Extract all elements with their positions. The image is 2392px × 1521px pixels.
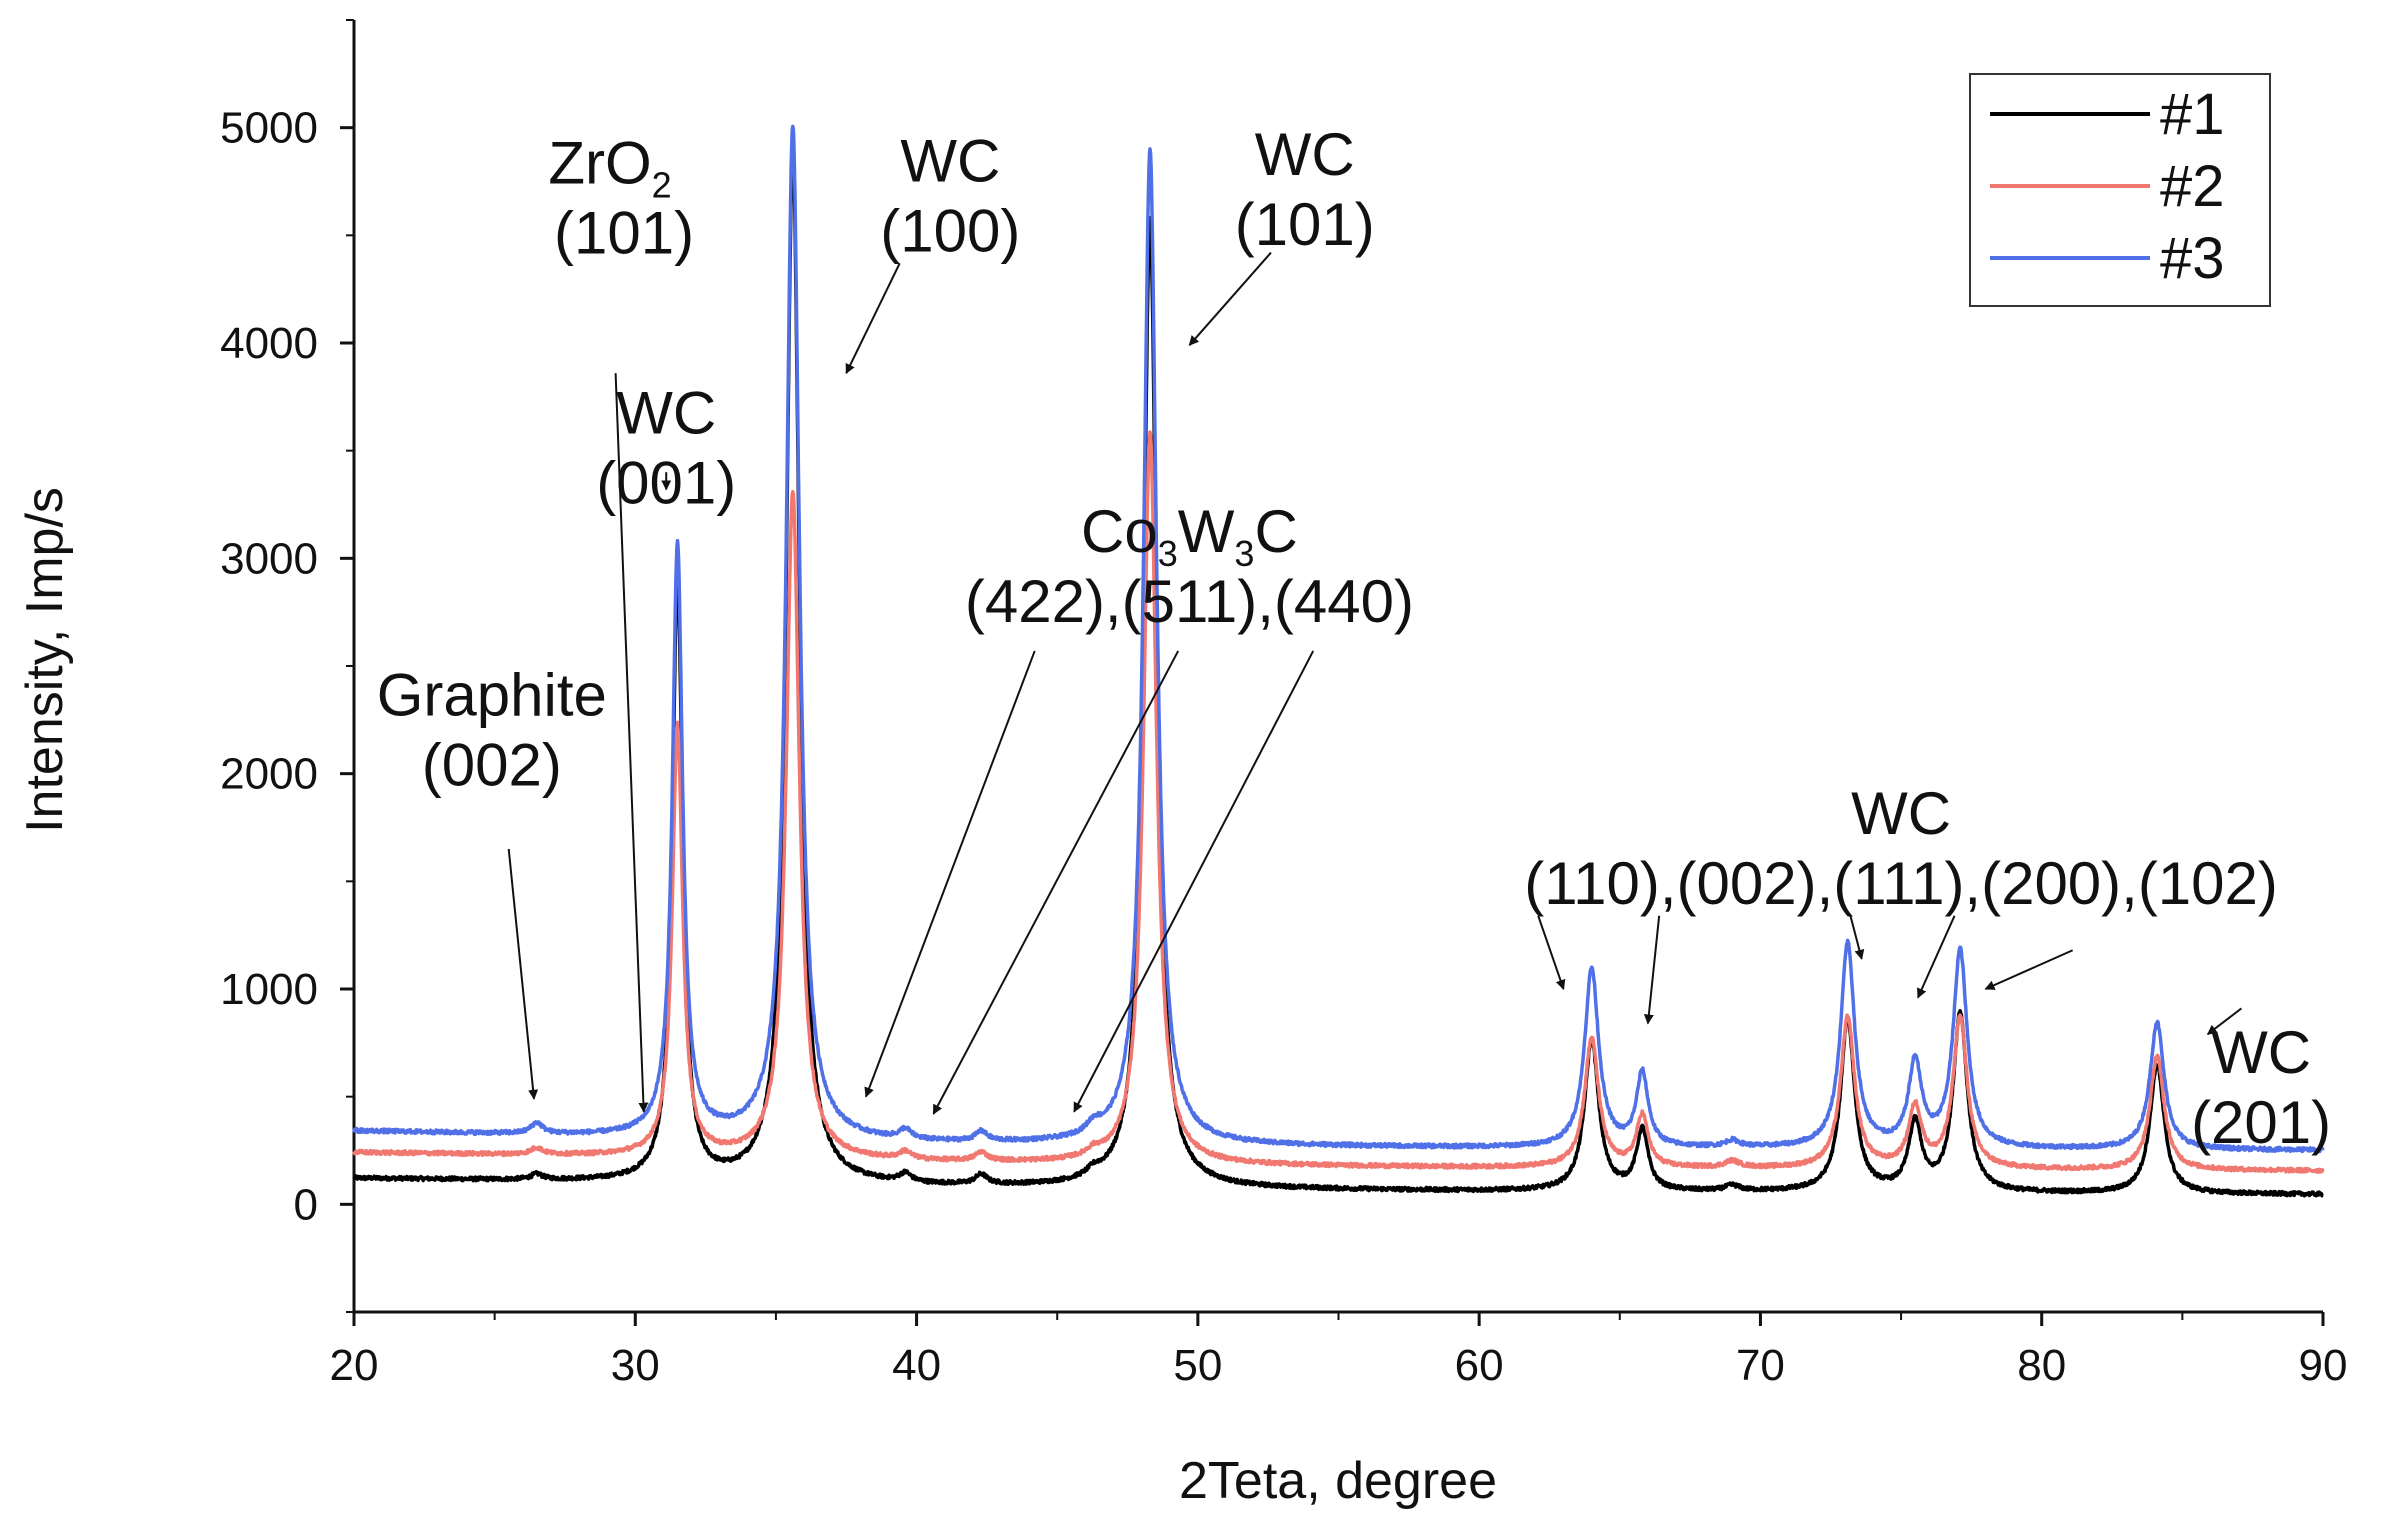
annotation-label: ZrO2 — [548, 130, 671, 206]
series-line-2 — [352, 430, 2325, 1174]
legend: #1 #2 #3 — [1969, 73, 2271, 307]
x-tick-label: 60 — [1455, 1341, 1504, 1390]
y-tick-label: 4000 — [220, 319, 318, 368]
x-tick-label: 80 — [2017, 1341, 2066, 1390]
annotation-label: WC — [2211, 1019, 2311, 1086]
x-tick-label: 30 — [611, 1341, 660, 1390]
annotation-label: (100) — [880, 198, 1020, 265]
annotation-label: Graphite — [377, 662, 607, 729]
annotation-arrow — [1073, 650, 1315, 1113]
y-tick-label: 0 — [294, 1180, 318, 1229]
annotation-arrow — [1643, 915, 1661, 1025]
annotation-label: WC — [1255, 121, 1355, 188]
annotation-arrow — [2206, 1007, 2243, 1036]
x-tick-label: 50 — [1173, 1341, 1222, 1390]
y-tick-label: 3000 — [220, 534, 318, 583]
annotation-arrow — [1537, 915, 1566, 990]
annotation-label: (101) — [1235, 191, 1375, 258]
annotation-label: (101) — [554, 200, 694, 267]
annotation-label: (201) — [2191, 1089, 2331, 1156]
y-tick-label: 5000 — [220, 104, 318, 153]
y-axis-title: Intensity, Imp/s — [16, 487, 74, 833]
x-axis-title: 2Teta, degree — [1179, 1452, 1497, 1510]
legend-label: #3 — [2160, 226, 2225, 291]
annotation-label: (002) — [422, 732, 562, 799]
annotation-arrow — [507, 848, 539, 1100]
legend-label: #2 — [2160, 154, 2225, 219]
annotation-arrow — [1849, 915, 1865, 960]
legend-label: #1 — [2160, 82, 2225, 147]
annotation-arrow — [845, 262, 901, 375]
x-tick-label: 70 — [1736, 1341, 1785, 1390]
annotation-arrow — [614, 373, 649, 1113]
legend-box — [1969, 73, 2271, 307]
annotation-label: Co3W3C — [1081, 498, 1298, 574]
annotation-label: WC — [1851, 780, 1951, 847]
y-tick-label: 1000 — [220, 965, 318, 1014]
annotation-layer: Graphite(002)ZrO2(101)WC(001)WC(100)WC(1… — [377, 121, 2331, 1156]
annotation-label: (422),(511),(440) — [965, 568, 1414, 635]
x-tick-label: 20 — [330, 1341, 379, 1390]
series-layer — [352, 124, 2325, 1198]
annotation-label: WC — [900, 128, 1000, 195]
x-tick-label: 40 — [892, 1341, 941, 1390]
y-tick-label: 2000 — [220, 750, 318, 799]
annotation-label: WC — [616, 379, 716, 446]
annotation-arrow — [932, 650, 1180, 1115]
annotation-arrow — [1984, 949, 2074, 990]
annotation-label: (110),(002),(111),(200),(102) — [1524, 850, 2278, 917]
x-tick-label: 90 — [2299, 1341, 2348, 1390]
annotation-arrow — [864, 650, 1036, 1098]
axis-ticks: 20 30 40 50 60 70 80 90 0 1000 2000 3000 4000 5000 — [220, 19, 2348, 1390]
annotation-arrow — [1188, 251, 1272, 346]
annotation-arrow — [1917, 915, 1956, 999]
series-line-3 — [352, 124, 2325, 1154]
